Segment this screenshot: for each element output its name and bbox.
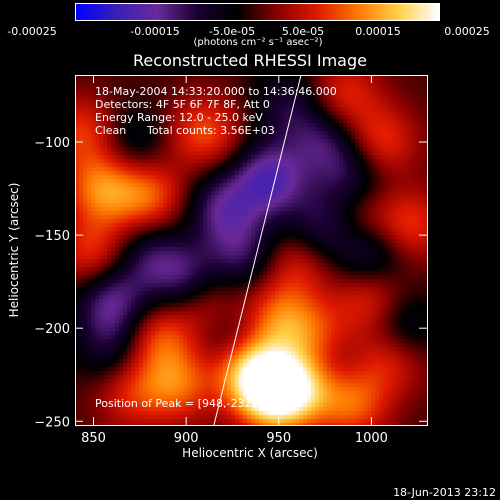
x-tick-label: 950	[266, 431, 291, 446]
colorbar	[75, 3, 440, 21]
y-tick-label: −250	[34, 415, 70, 430]
plot-frame	[75, 75, 428, 426]
solar-limb-line	[213, 74, 302, 426]
x-axis-ticks: 850 900 950 1000	[81, 75, 388, 446]
colorbar-tick-label: -0.00015	[130, 25, 180, 38]
colorbar-tick-label: -0.00025	[7, 25, 57, 38]
colorbar-tick-label: 0.00025	[444, 25, 490, 38]
colorbar-unit: (photons cm⁻² s⁻¹ asec⁻²)	[193, 37, 323, 48]
x-tick-label: 850	[81, 431, 106, 446]
heatmap-image	[75, 75, 427, 425]
timestamp: 18-Jun-2013 23:12	[393, 486, 496, 499]
energy-range-label: Energy Range: 12.0 - 25.0 keV	[95, 111, 263, 124]
x-axis-label: Heliocentric X (arcsec)	[182, 446, 318, 460]
colorbar-tick-label: 5.0e-05	[281, 25, 325, 38]
colorbar-tick-label: 0.00015	[355, 25, 401, 38]
y-axis-label: Heliocentric Y (arcsec)	[7, 182, 21, 318]
colorbar-tick-label: -5.0e-05	[208, 25, 256, 38]
peak-position-label: Position of Peak = [948,-232]	[95, 397, 256, 410]
x-tick-label: 900	[174, 431, 199, 446]
detectors-label: Detectors: 4F 5F 6F 7F 8F, Att 0	[95, 98, 270, 111]
y-tick-label: −150	[34, 229, 70, 244]
algorithm-label: Clean	[95, 124, 127, 137]
x-tick-label: 1000	[355, 431, 388, 446]
time-range-label: 18-May-2004 14:33:20.000 to 14:36:46.000	[95, 85, 337, 98]
y-axis-ticks: −100 −150 −200 −250	[34, 136, 427, 430]
chart-title: Reconstructed RHESSI Image	[133, 51, 367, 70]
y-tick-label: −100	[34, 136, 70, 151]
y-tick-label: −200	[34, 322, 70, 337]
total-counts-label: Total counts: 3.56E+03	[147, 124, 275, 137]
